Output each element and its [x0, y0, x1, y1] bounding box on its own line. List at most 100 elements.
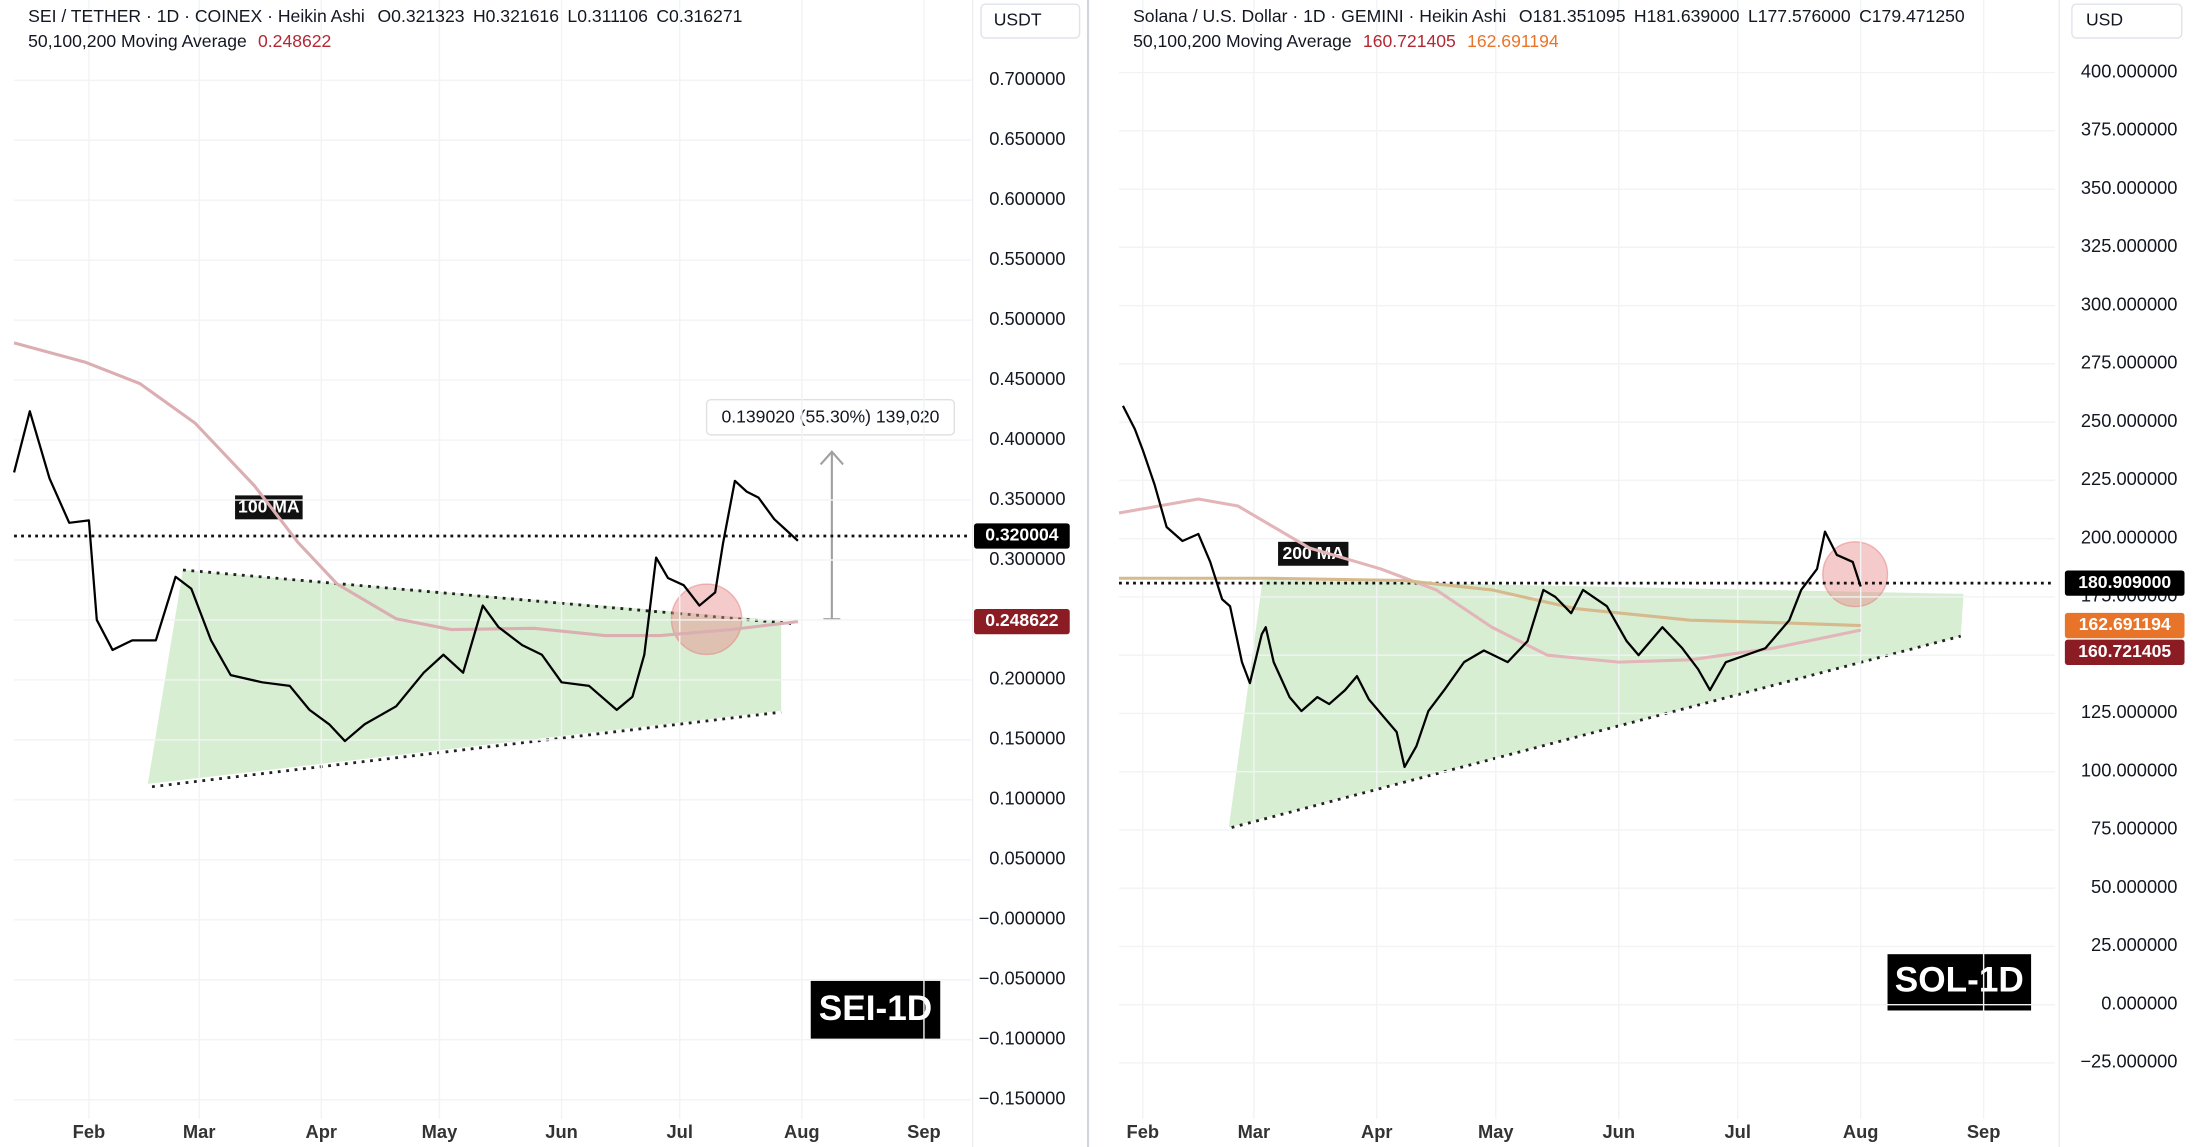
price-line-series [12, 410, 799, 743]
price-tag-box [974, 523, 1070, 549]
watermark-box [1887, 954, 2032, 1011]
y-tick-label: 0.650000 [989, 128, 1065, 149]
ma-legend-label: 50,100,200 Moving Average [1133, 31, 1352, 51]
measure-arrowhead [819, 450, 844, 466]
price-tag: 160.721405 [2078, 641, 2171, 661]
watermark-box [810, 980, 941, 1039]
ma-legend-label: 50,100,200 Moving Average [28, 31, 247, 51]
y-tick-label: 50.000000 [2091, 876, 2177, 897]
y-tick-label: 0.700000 [989, 68, 1065, 89]
y-tick-label: 0.100000 [989, 788, 1065, 809]
x-tick-label: Sep [1967, 1121, 2001, 1142]
x-tick-label: Jun [545, 1121, 578, 1142]
currency: USDT [994, 10, 1042, 30]
y-tick-label: 0.600000 [989, 188, 1065, 209]
x-tick-label: Apr [306, 1121, 337, 1142]
ohlc-value: L0.311106 [567, 6, 647, 26]
ma-tag-box [235, 495, 303, 520]
price-line-series [1121, 405, 1862, 769]
x-tick-label: Aug [1843, 1121, 1879, 1142]
y-tick-label: 400.000000 [2081, 60, 2178, 81]
price-tag: 0.320004 [985, 525, 1059, 545]
y-tick-label: −25.000000 [2080, 1051, 2177, 1072]
y-tick-label: −0.100000 [979, 1028, 1066, 1049]
ohlc-value: O181.351095 [1519, 6, 1626, 26]
triangle-pattern [147, 569, 782, 784]
x-tick-label: May [422, 1121, 458, 1142]
y-tick-label: 100.000000 [2081, 759, 2178, 780]
currency-box [980, 3, 1081, 39]
y-tick-label: 250.000000 [2081, 410, 2178, 431]
y-tick-label: 0.200000 [989, 668, 1065, 689]
trend-line [182, 568, 792, 625]
watermark: SEI-1D [819, 989, 932, 1028]
currency: USD [2086, 10, 2123, 30]
header-line: 50,100,200 Moving Average 0.248622 [28, 31, 331, 51]
x-tick-label: Feb [1127, 1121, 1160, 1142]
y-tick-label: −0.150000 [979, 1087, 1066, 1108]
y-tick-label: 0.500000 [989, 308, 1065, 329]
ma-legend-value: 160.721405 [1363, 31, 1456, 51]
ma-legend-value: 162.691194 [1467, 31, 1559, 51]
moving-average [1118, 497, 1861, 664]
price-tag-box [2064, 570, 2185, 596]
currency-box [2071, 3, 2183, 39]
y-tick-label: 350.000000 [2081, 177, 2178, 198]
x-tick-label: Feb [73, 1121, 106, 1142]
moving-average [1119, 576, 1861, 628]
y-tick-label: 0.300000 [989, 548, 1065, 569]
x-tick-label: Jul [667, 1121, 693, 1142]
price-tag: 0.248622 [985, 610, 1059, 630]
ma-legend-value: 0.248622 [258, 31, 331, 51]
price-tag-box [2064, 612, 2185, 639]
highlight-circle [1822, 541, 1889, 608]
x-tick-label: Aug [784, 1121, 820, 1142]
highlight-circle [670, 583, 743, 656]
x-tick-label: Jun [1602, 1121, 1635, 1142]
y-tick-label: 200.000000 [2081, 526, 2178, 547]
measure-label: 0.139020 (55.30%) 139,020 [721, 407, 939, 427]
x-tick-label: May [1478, 1121, 1514, 1142]
y-tick-label: 225.000000 [2081, 468, 2178, 489]
price-tag: 180.909000 [2078, 572, 2171, 592]
y-tick-label: 325.000000 [2081, 235, 2178, 256]
ohlc-value: C179.471250 [1859, 6, 1965, 26]
ma-tag: 200 MA [1282, 543, 1344, 563]
x-tick-label: Apr [1361, 1121, 1392, 1142]
y-tick-label: −0.050000 [979, 968, 1066, 989]
moving-average [13, 341, 799, 638]
ohlc-value: H181.639000 [1634, 6, 1740, 26]
chart-title: Solana / U.S. Dollar · 1D · GEMINI · Hei… [1133, 6, 1506, 26]
header-line: SEI / TETHER · 1D · COINEX · Heikin Ashi… [28, 6, 742, 26]
header-line: Solana / U.S. Dollar · 1D · GEMINI · Hei… [1133, 6, 1965, 26]
y-tick-label: 0.400000 [989, 428, 1065, 449]
y-tick-label: 75.000000 [2091, 818, 2177, 839]
price-tag-box [2064, 639, 2185, 665]
y-tick-label: 0.450000 [989, 368, 1065, 389]
y-tick-label: 0.000000 [2101, 993, 2177, 1014]
watermark: SOL-1D [1895, 961, 2024, 1000]
measure-box [705, 398, 956, 436]
y-tick-label: 0.150000 [989, 728, 1065, 749]
ohlc-value: C0.316271 [656, 6, 742, 26]
y-tick-label: 125.000000 [2081, 701, 2178, 722]
ohlc-value: O0.321323 [378, 6, 465, 26]
y-tick-label: 300.000000 [2081, 293, 2178, 314]
x-tick-label: Mar [1238, 1121, 1271, 1142]
y-tick-label: −0.000000 [979, 908, 1066, 929]
y-tick-label: 0.350000 [989, 488, 1065, 509]
ohlc-value: L177.576000 [1748, 6, 1851, 26]
y-tick-label: 275.000000 [2081, 352, 2178, 373]
y-tick-label: 25.000000 [2091, 934, 2177, 955]
x-tick-label: Jul [1725, 1121, 1751, 1142]
price-tag-box [974, 608, 1070, 635]
y-tick-label: 0.550000 [989, 248, 1065, 269]
chart-title: SEI / TETHER · 1D · COINEX · Heikin Ashi [28, 6, 365, 26]
ma-tag-box [1278, 541, 1349, 566]
x-tick-label: Mar [183, 1121, 216, 1142]
y-tick-label: 0.050000 [989, 848, 1065, 869]
price-tag: 162.691194 [2079, 614, 2171, 634]
